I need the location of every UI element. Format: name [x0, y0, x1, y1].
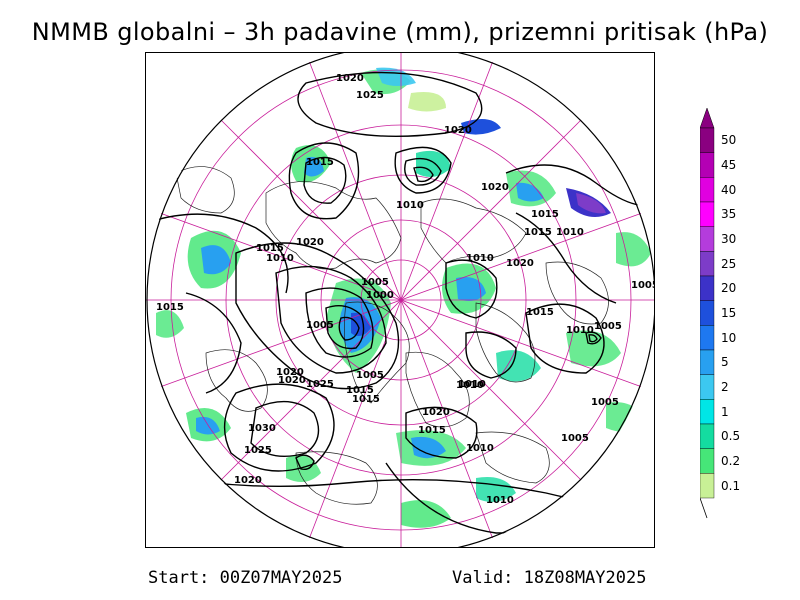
isobar-label: 1020 [506, 258, 534, 269]
isobar-label: 1020 [234, 475, 262, 486]
isobar-label: 1005 [594, 321, 622, 332]
isobar-label: 1010 [266, 253, 294, 264]
isobar-label: 1010 [556, 227, 584, 238]
legend-arrow-top [699, 107, 715, 129]
legend-label: 0.2 [721, 454, 741, 468]
graticule [146, 53, 654, 547]
legend-label: 1 [721, 404, 729, 419]
precipitation-legend: 50 45 40 35 30 25 20 15 10 5 2 1 0.5 0.2 0.1 [699, 107, 780, 520]
legend-label: 50 [721, 133, 737, 148]
isobar-labels: 1020 1025 1020 1015 1020 1010 1015 1015 … [156, 73, 654, 506]
legend-swatch [699, 226, 715, 252]
polar-map: 1020 1025 1020 1015 1020 1010 1015 1015 … [146, 53, 654, 547]
isobar-label: 1020 [296, 237, 324, 248]
legend-label: 10 [721, 330, 737, 345]
legend-label: 35 [721, 207, 737, 222]
legend-swatch [699, 448, 715, 474]
isobar-label: 1005 [356, 370, 384, 381]
isobar-label: 1010 [466, 443, 494, 454]
legend-swatch [699, 251, 715, 277]
start-time: Start: 00Z07MAY2025 [148, 568, 343, 588]
legend-swatch [699, 152, 715, 178]
valid-time: Valid: 18Z08MAY2025 [452, 568, 647, 588]
legend-label: 40 [721, 182, 737, 197]
isobar-label: 1015 [524, 227, 552, 238]
legend-label: 30 [721, 232, 737, 246]
legend-label: 25 [721, 256, 737, 271]
isobar-label: 1020 [481, 182, 509, 193]
isobar-label: 1010 [486, 495, 514, 506]
legend-swatch [699, 127, 715, 153]
isobar-label: 1025 [356, 90, 384, 101]
legend-label: 2 [721, 380, 729, 394]
isobar-label: 1025 [306, 379, 334, 390]
isobar-label: 1015 [418, 425, 446, 436]
isobar-label: 1015 [156, 302, 184, 313]
legend-label: 0.1 [721, 478, 741, 493]
isobar-label: 1015 [306, 157, 334, 168]
legend-swatch [699, 473, 715, 499]
isobar-label: 1000 [366, 290, 394, 301]
isobar-label: 1025 [244, 445, 272, 456]
isobar-label: 1010 [458, 379, 486, 390]
isobar-label: 1015 [352, 394, 380, 405]
map-frame: 1020 1025 1020 1015 1020 1010 1015 1015 … [145, 52, 655, 548]
isobar-label: 1005 [306, 320, 334, 331]
legend-swatch [699, 399, 715, 425]
isobar-label: 1020 [278, 375, 306, 386]
legend-label: 45 [721, 158, 737, 172]
isobar-label: 1015 [256, 243, 284, 254]
legend-swatch [699, 374, 715, 400]
isobar-label: 1005 [361, 277, 389, 288]
isobar-label: 1030 [248, 423, 276, 434]
hemisphere-outline [146, 53, 654, 547]
isobar-label: 1015 [526, 307, 554, 318]
coastlines [175, 166, 609, 505]
isobar-label: 1020 [422, 407, 450, 418]
legend-swatch [699, 349, 715, 375]
legend-arrow-bottom [699, 497, 708, 519]
isobar-label: 1020 [444, 125, 472, 136]
legend-swatch [699, 177, 715, 203]
isobar-label: 1005 [561, 433, 589, 444]
legend-label: 0.5 [721, 429, 741, 444]
legend-swatch [699, 300, 715, 326]
isobar-label: 1020 [276, 367, 304, 378]
legend-swatch [699, 423, 715, 449]
legend-label: 5 [721, 355, 729, 370]
legend-colorbar [699, 107, 715, 519]
isobar-label: 1010 [456, 380, 484, 391]
isobar-label: 1005 [591, 397, 619, 408]
isobar-label: 1015 [531, 209, 559, 220]
legend-label: 20 [721, 281, 737, 296]
legend-swatch [699, 275, 715, 301]
isobar-label: 1010 [466, 253, 494, 264]
legend-swatch [699, 201, 715, 227]
map-title: NMMB globalni – 3h padavine (mm), prizem… [31, 18, 769, 46]
isobar-label: 1015 [346, 385, 374, 396]
isobar-label: 1005 [631, 280, 654, 291]
isobar-label: 1020 [336, 73, 364, 84]
legend-swatch [699, 325, 715, 351]
isobar-label: 1010 [396, 200, 424, 211]
isobar-label: 1010 [566, 325, 594, 336]
legend-label: 15 [721, 306, 737, 320]
